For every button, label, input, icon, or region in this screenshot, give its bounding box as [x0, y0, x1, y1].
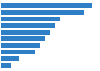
Bar — [1, 10, 84, 15]
Bar — [1, 36, 45, 41]
Bar — [1, 30, 50, 35]
Bar — [1, 3, 92, 8]
Bar — [1, 17, 60, 21]
Bar — [1, 56, 19, 61]
Bar — [1, 43, 40, 48]
Bar — [1, 50, 35, 54]
Bar — [1, 63, 11, 68]
Bar — [1, 23, 55, 28]
